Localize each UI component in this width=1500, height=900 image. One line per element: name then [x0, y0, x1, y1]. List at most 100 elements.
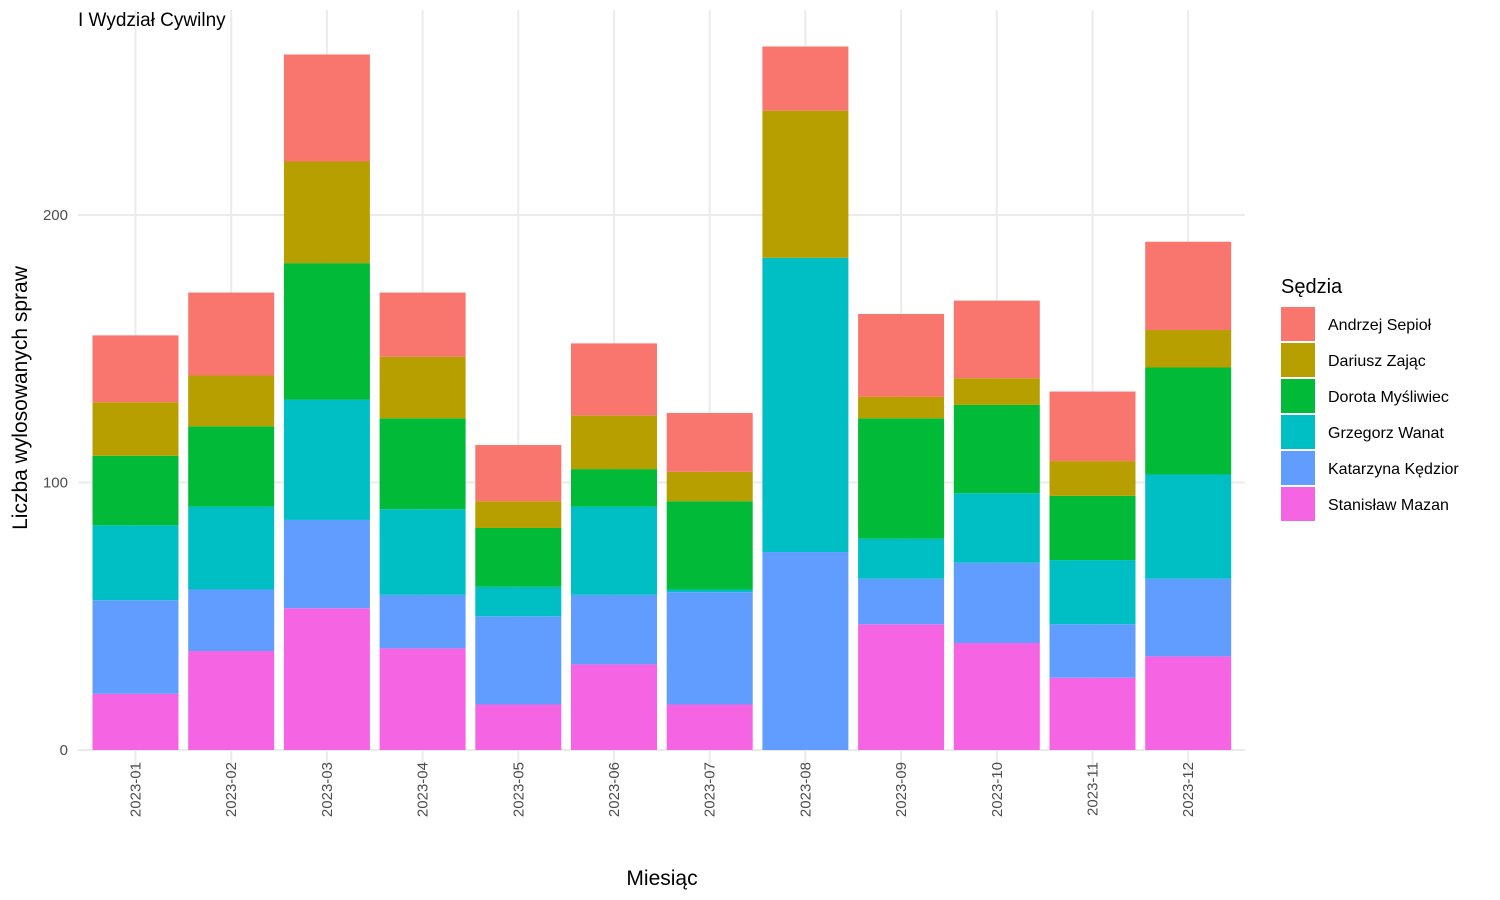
legend-swatch [1281, 307, 1315, 341]
bar-segment [379, 594, 466, 649]
bar-segment [92, 693, 179, 750]
bar-segment [1049, 560, 1136, 625]
bar-segment [1145, 330, 1232, 368]
legend-title: Sędzia [1281, 276, 1343, 298]
bar-segment [953, 643, 1040, 750]
bar-segment [953, 493, 1040, 563]
bar-segment [762, 110, 849, 258]
x-tick-label: 2023-11 [1085, 762, 1102, 816]
bar-segment [379, 509, 466, 595]
legend-swatch [1281, 379, 1315, 413]
bar-segment [762, 46, 849, 111]
x-tick-label: 2023-08 [797, 762, 814, 817]
legend-label: Dariusz Zając [1328, 353, 1426, 370]
bar-segment [92, 455, 179, 526]
bar-segment [188, 589, 275, 652]
bar-segment [475, 616, 562, 705]
bar-segment [1049, 677, 1136, 750]
bar-segment [188, 426, 275, 507]
bar-segment [666, 501, 753, 590]
y-tick-label: 200 [43, 207, 68, 224]
legend-label: Stanisław Mazan [1328, 497, 1449, 514]
bar-segment [1145, 367, 1232, 475]
bar-segment [858, 624, 945, 750]
bar-segment [475, 704, 562, 750]
legend-label: Grzegorz Wanat [1328, 425, 1444, 442]
bar-segment [475, 501, 562, 528]
bar-segment [379, 418, 466, 510]
legend-label: Dorota Myśliwiec [1328, 389, 1449, 406]
bar-segment [1049, 461, 1136, 496]
bar-segment [762, 552, 849, 750]
bar-segment [953, 562, 1040, 643]
bar-segment [188, 506, 275, 590]
bar-segment [1049, 624, 1136, 678]
legend: Sędzia Andrzej Sepioł Dariusz Zając Dorota… [1281, 276, 1459, 521]
bar-segment [475, 586, 562, 617]
bar-segment [858, 538, 945, 579]
bar-segment [571, 415, 657, 470]
bar-segment [1145, 578, 1232, 657]
bar-segment [666, 589, 753, 593]
y-tick-label: 0 [60, 742, 68, 759]
bar-segment [1145, 241, 1232, 331]
bar-segment [571, 469, 657, 507]
bar-segment [283, 263, 370, 400]
bar-segment [92, 600, 179, 694]
legend-swatch [1281, 415, 1315, 449]
bar-segment [571, 594, 657, 665]
bar-segment [475, 527, 562, 587]
bar-segment [953, 378, 1040, 405]
x-tick-label: 2023-03 [319, 762, 336, 817]
bar-segment [571, 506, 657, 595]
bar-segment [475, 445, 562, 502]
x-tick-label: 2023-05 [510, 762, 527, 817]
bar-segment [858, 578, 945, 625]
y-axis: 0 100 200 [43, 207, 68, 759]
legend-label: Katarzyna Kędzior [1328, 461, 1459, 478]
bar-segment [1145, 656, 1232, 750]
bar-segment [188, 292, 275, 376]
bar-segment [283, 519, 370, 609]
bar-segment [283, 161, 370, 264]
bar-segment [92, 335, 179, 403]
bars [92, 46, 1232, 750]
bar-segment [953, 404, 1040, 494]
x-axis-title: Miesiąc [626, 867, 697, 890]
bar-segment [1145, 474, 1232, 579]
chart-title: I Wydział Cywilny [78, 10, 226, 31]
bar-segment [953, 300, 1040, 379]
bar-segment [858, 396, 945, 419]
bar-segment [283, 54, 370, 162]
x-tick-label: 2023-06 [606, 762, 623, 817]
bar-segment [283, 399, 370, 520]
x-tick-label: 2023-07 [702, 762, 719, 817]
y-tick-label: 100 [43, 475, 68, 492]
bar-segment [571, 664, 657, 750]
bar-segment [283, 608, 370, 750]
bar-segment [666, 471, 753, 502]
legend-label: Andrzej Sepioł [1328, 317, 1432, 334]
bar-segment [379, 356, 466, 419]
x-tick-label: 2023-10 [989, 762, 1006, 817]
x-tick-label: 2023-04 [415, 762, 432, 817]
bar-segment [379, 648, 466, 750]
bar-segment [666, 412, 753, 472]
bar-segment [1049, 391, 1136, 462]
legend-swatch [1281, 451, 1315, 485]
y-axis-title: Liczba wylosowanych spraw [9, 265, 32, 530]
bar-segment [666, 592, 753, 705]
bar-segment [762, 257, 849, 553]
bar-segment [188, 651, 275, 750]
x-axis: 2023-01 2023-02 2023-03 2023-04 2023-05 2023-… [128, 762, 1198, 817]
bar-segment [188, 375, 275, 427]
x-tick-label: 2023-01 [128, 762, 145, 817]
bar-segment [92, 402, 179, 456]
bar-segment [379, 292, 466, 357]
bar-segment [858, 313, 945, 397]
bar-segment [92, 525, 179, 601]
bar-segment [666, 704, 753, 750]
bar-segment [1049, 495, 1136, 561]
